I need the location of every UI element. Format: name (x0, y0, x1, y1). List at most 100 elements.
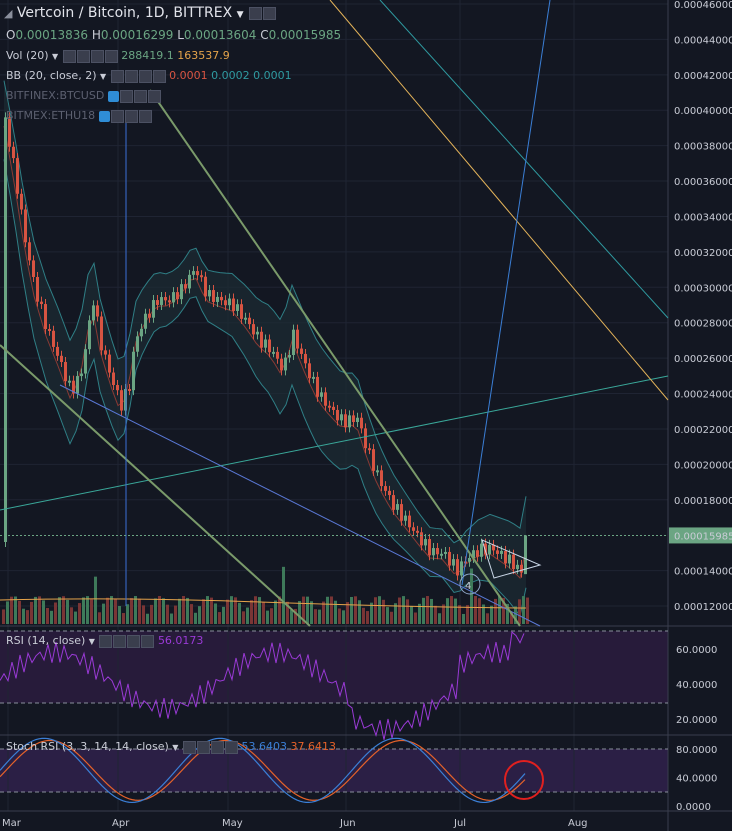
rsi-label[interactable]: RSI (14, close) (6, 634, 86, 647)
overlay1-eye-icon[interactable] (107, 90, 119, 102)
volume-bar (434, 605, 437, 624)
candle (444, 551, 447, 554)
overlay2-add-icon[interactable] (124, 109, 138, 123)
overlay2-settings-icon[interactable] (110, 109, 124, 123)
candle (12, 146, 15, 159)
trendline-teal-upper (379, 0, 669, 319)
vol-label[interactable]: Vol (20) (6, 49, 49, 62)
volume-bar (26, 610, 29, 624)
vol-add-icon[interactable] (90, 49, 104, 63)
price-axis-label: 0.00030000 (674, 283, 732, 294)
stoch-eye-icon[interactable] (182, 740, 196, 754)
settings-icon[interactable] (263, 6, 276, 20)
candle (64, 361, 67, 382)
overlay1-label[interactable]: BITFINEX:BTCUSD (6, 89, 105, 102)
high-label: H (91, 28, 101, 42)
overlay1-settings-icon[interactable] (119, 89, 133, 103)
overlay2-close-icon[interactable] (138, 109, 152, 123)
vol-close-icon[interactable] (104, 49, 118, 63)
volume-bar (42, 600, 45, 624)
bb-add-icon[interactable] (138, 69, 152, 83)
volume-bar (214, 603, 217, 624)
overlay2-eye-icon[interactable] (98, 110, 110, 122)
volume-bar (278, 596, 281, 624)
stoch-axis-label: 0.0000 (676, 802, 711, 813)
volume-bar (6, 601, 9, 624)
volume-bar (258, 597, 261, 624)
volume-bar (266, 610, 269, 624)
symbol-dropdown-icon[interactable]: ▼ (236, 10, 244, 20)
candle (448, 551, 451, 566)
volume-bar (94, 576, 97, 624)
candle (432, 548, 435, 556)
candle (408, 515, 411, 528)
bb-label[interactable]: BB (20, close, 2) (6, 69, 97, 82)
overlay1-add-icon[interactable] (133, 89, 147, 103)
candle (240, 304, 243, 319)
candle (520, 564, 523, 573)
volume-bar (62, 596, 65, 624)
collapse-icon[interactable]: ◢ (4, 7, 13, 20)
volume-bar (502, 597, 505, 624)
vol-settings-icon[interactable] (76, 49, 90, 63)
stoch-add-icon[interactable] (210, 740, 224, 754)
volume-bar (498, 596, 501, 624)
candle (312, 376, 315, 379)
volume-bar (294, 608, 297, 624)
bb-value-2: 0.0002 (211, 69, 250, 82)
candle (428, 539, 431, 556)
candle (44, 304, 47, 330)
volume-bar (382, 599, 385, 624)
volume-bar (122, 613, 125, 624)
candle (220, 296, 223, 301)
price-axis-label: 0.00020000 (674, 460, 732, 471)
volume-bar (18, 600, 21, 624)
candle (140, 328, 143, 337)
candle (76, 376, 79, 394)
volume-bar (162, 598, 165, 624)
low-value: 0.00013604 (183, 28, 257, 42)
bb-eye-icon[interactable] (110, 69, 124, 83)
vol-eye-icon[interactable] (62, 49, 76, 63)
volume-bar (226, 599, 229, 624)
stoch-settings-icon[interactable] (196, 740, 210, 754)
volume-bar (338, 608, 341, 624)
rsi-eye-icon[interactable] (99, 634, 113, 648)
candle (208, 290, 211, 297)
volume-bar (46, 608, 49, 624)
volume-bar (310, 601, 313, 624)
vol-row: Vol (20) ▼ 288419.1 163537.9 (6, 49, 230, 63)
candle (224, 300, 227, 306)
stoch-d-value: 37.6413 (290, 740, 336, 753)
candle (144, 313, 147, 329)
candle (320, 392, 323, 397)
rsi-header: RSI (14, close) ▼ 56.0173 (6, 634, 204, 648)
candle (300, 348, 303, 354)
volume-bar (106, 597, 109, 624)
overlay1-close-icon[interactable] (147, 89, 161, 103)
bb-settings-icon[interactable] (124, 69, 138, 83)
volume-bar (354, 596, 357, 624)
candle (8, 117, 11, 147)
stoch-label[interactable]: Stoch RSI (3, 3, 14, 14, close) (6, 740, 169, 753)
rsi-settings-icon[interactable] (113, 634, 127, 648)
candle (340, 414, 343, 421)
time-axis-label: May (222, 818, 243, 829)
volume-bar (130, 598, 133, 624)
volume-bar (166, 604, 169, 624)
rsi-add-icon[interactable] (127, 634, 141, 648)
candle (120, 390, 123, 411)
bb-close-icon[interactable] (152, 69, 166, 83)
candle (104, 350, 107, 355)
rsi-close-icon[interactable] (141, 634, 155, 648)
candle (260, 331, 263, 348)
volume-bar (462, 613, 465, 624)
overlay2-label[interactable]: BITMEX:ETHU18 (6, 109, 96, 122)
visibility-icon[interactable] (249, 6, 262, 20)
rsi-axis-label: 20.0000 (676, 715, 717, 726)
candle (356, 417, 359, 423)
volume-bar (74, 611, 77, 624)
stoch-close-icon[interactable] (224, 740, 238, 754)
candle (4, 117, 7, 542)
